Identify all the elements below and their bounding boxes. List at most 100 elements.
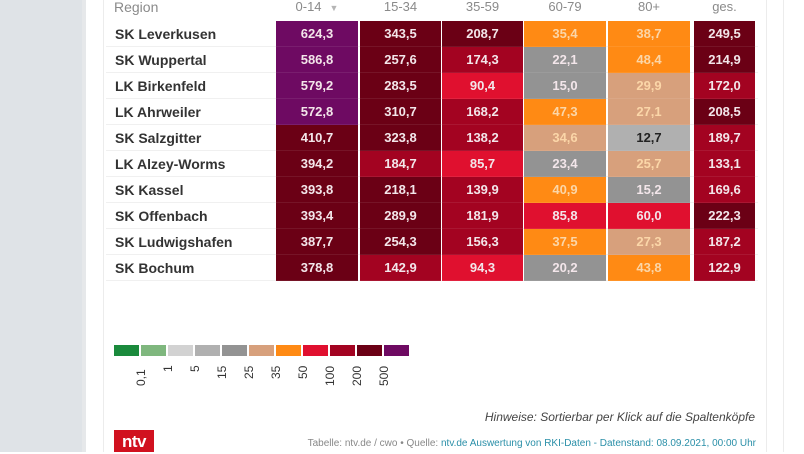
region-name: LK Ahrweiler (115, 104, 201, 120)
value-cell: 289,9 (360, 203, 441, 229)
header-15-34[interactable]: 15-34 (360, 0, 441, 16)
value-cell: 94,3 (442, 255, 523, 281)
content-border-right (766, 0, 767, 452)
header-ges[interactable]: ges. (694, 0, 755, 16)
table-row: LK Birkenfeld 579,2 283,5 90,4 15,0 29,9 172,0 (106, 73, 758, 99)
region-name: SK Salzgitter (115, 130, 202, 146)
value-cell: 579,2 (276, 73, 358, 99)
value-cell: 222,3 (694, 203, 755, 229)
value-cell: 572,8 (276, 99, 358, 125)
value-cell: 394,2 (276, 151, 358, 177)
table-row: SK Offenbach 393,4 289,9 181,9 85,8 60,0 222,3 (106, 203, 758, 229)
value-cell: 187,2 (694, 229, 755, 255)
header-60-79[interactable]: 60-79 (524, 0, 606, 16)
value-cell: 184,7 (360, 151, 441, 177)
value-cell: 310,7 (360, 99, 441, 125)
header-region[interactable]: Region (114, 0, 159, 15)
value-cell: 15,0 (524, 73, 606, 99)
value-cell: 15,2 (608, 177, 690, 203)
value-cell: 624,3 (276, 21, 358, 47)
header-0-14[interactable]: 0-14 ▼ (276, 0, 358, 16)
value-cell: 218,1 (360, 177, 441, 203)
legend-label: 1 (161, 365, 175, 372)
legend-label: 0,1 (134, 369, 148, 386)
header-label: ges. (712, 0, 737, 14)
value-cell: 378,8 (276, 255, 358, 281)
value-cell: 25,7 (608, 151, 690, 177)
legend-swatch (249, 345, 274, 356)
value-cell: 20,2 (524, 255, 606, 281)
value-cell: 85,8 (524, 203, 606, 229)
legend-label: 25 (242, 365, 256, 379)
value-cell: 133,1 (694, 151, 755, 177)
value-cell: 189,7 (694, 125, 755, 151)
header-label: 80+ (637, 0, 661, 14)
table-row: SK Salzgitter 410,7 323,8 138,2 34,6 12,7 189,… (106, 125, 758, 151)
legend-label: 200 (350, 365, 364, 386)
value-cell: 142,9 (360, 255, 441, 281)
value-cell: 38,7 (608, 21, 690, 47)
value-cell: 168,2 (442, 99, 523, 125)
value-cell: 48,4 (608, 47, 690, 73)
value-cell: 122,9 (694, 255, 755, 281)
region-name: SK Ludwigshafen (115, 234, 233, 250)
legend-swatch (195, 345, 220, 356)
value-cell: 60,0 (608, 203, 690, 229)
value-cell: 27,3 (608, 229, 690, 255)
value-cell: 254,3 (360, 229, 441, 255)
value-cell: 181,9 (442, 203, 523, 229)
value-cell: 208,7 (442, 21, 523, 47)
value-cell: 22,1 (524, 47, 606, 73)
table-row: SK Wuppertal 586,8 257,6 174,3 22,1 48,4 214,9 (106, 47, 758, 73)
header-label: 35-59 (465, 0, 500, 14)
value-cell: 393,4 (276, 203, 358, 229)
legend-swatch (114, 345, 139, 356)
legend-swatch (303, 345, 328, 356)
legend-label: 5 (188, 365, 202, 372)
content-border-left (103, 0, 104, 452)
header-label: 60-79 (548, 0, 582, 14)
value-cell: 90,4 (442, 73, 523, 99)
value-cell: 169,6 (694, 177, 755, 203)
header-label: 15-34 (383, 0, 418, 14)
value-cell: 343,5 (360, 21, 441, 47)
table-row: LK Ahrweiler 572,8 310,7 168,2 47,3 27,1 208,5 (106, 99, 758, 125)
legend-label: 100 (323, 365, 337, 386)
table-row: SK Kassel 393,8 218,1 139,9 40,9 15,2 169,6 (106, 177, 758, 203)
hint-text: Hinweise: Sortierbar per Klick auf die S… (484, 410, 755, 424)
ntv-logo[interactable]: ntv (114, 430, 154, 452)
legend-label: 35 (269, 365, 283, 379)
value-cell: 214,9 (694, 47, 755, 73)
legend-swatch (141, 345, 166, 356)
header-80plus[interactable]: 80+ (608, 0, 690, 16)
region-name: SK Offenbach (115, 208, 208, 224)
header-35-59[interactable]: 35-59 (442, 0, 523, 16)
value-cell: 35,4 (524, 21, 606, 47)
source-footer: Tabelle: ntv.de / cwo • Quelle: ntv.de A… (308, 438, 756, 449)
value-cell: 29,9 (608, 73, 690, 99)
sidebar-edge (82, 0, 86, 452)
value-cell: 34,6 (524, 125, 606, 151)
table-row: SK Leverkusen 624,3 343,5 208,7 35,4 38,7 249,… (106, 21, 758, 47)
source-link[interactable]: ntv.de Auswertung von RKI-Daten - Datens… (440, 438, 756, 449)
header-label: 0-14 (295, 0, 322, 14)
sort-down-icon[interactable]: ▼ (329, 3, 339, 13)
table-row: SK Bochum 378,8 142,9 94,3 20,2 43,8 122,9 (106, 255, 758, 281)
table-row: LK Alzey-Worms 394,2 184,7 85,7 23,4 25,7 133,… (106, 151, 758, 177)
region-name: LK Alzey-Worms (115, 156, 226, 172)
page-border-right (783, 0, 784, 452)
value-cell: 40,9 (524, 177, 606, 203)
legend-label: 50 (296, 365, 310, 379)
left-sidebar-background (0, 0, 82, 452)
value-cell: 47,3 (524, 99, 606, 125)
value-cell: 283,5 (360, 73, 441, 99)
legend-label: 500 (377, 365, 391, 386)
value-cell: 12,7 (608, 125, 690, 151)
value-cell: 393,8 (276, 177, 358, 203)
region-name: LK Birkenfeld (115, 78, 207, 94)
legend-swatch (222, 345, 247, 356)
value-cell: 85,7 (442, 151, 523, 177)
value-cell: 586,8 (276, 47, 358, 73)
value-cell: 387,7 (276, 229, 358, 255)
legend-swatch (357, 345, 382, 356)
